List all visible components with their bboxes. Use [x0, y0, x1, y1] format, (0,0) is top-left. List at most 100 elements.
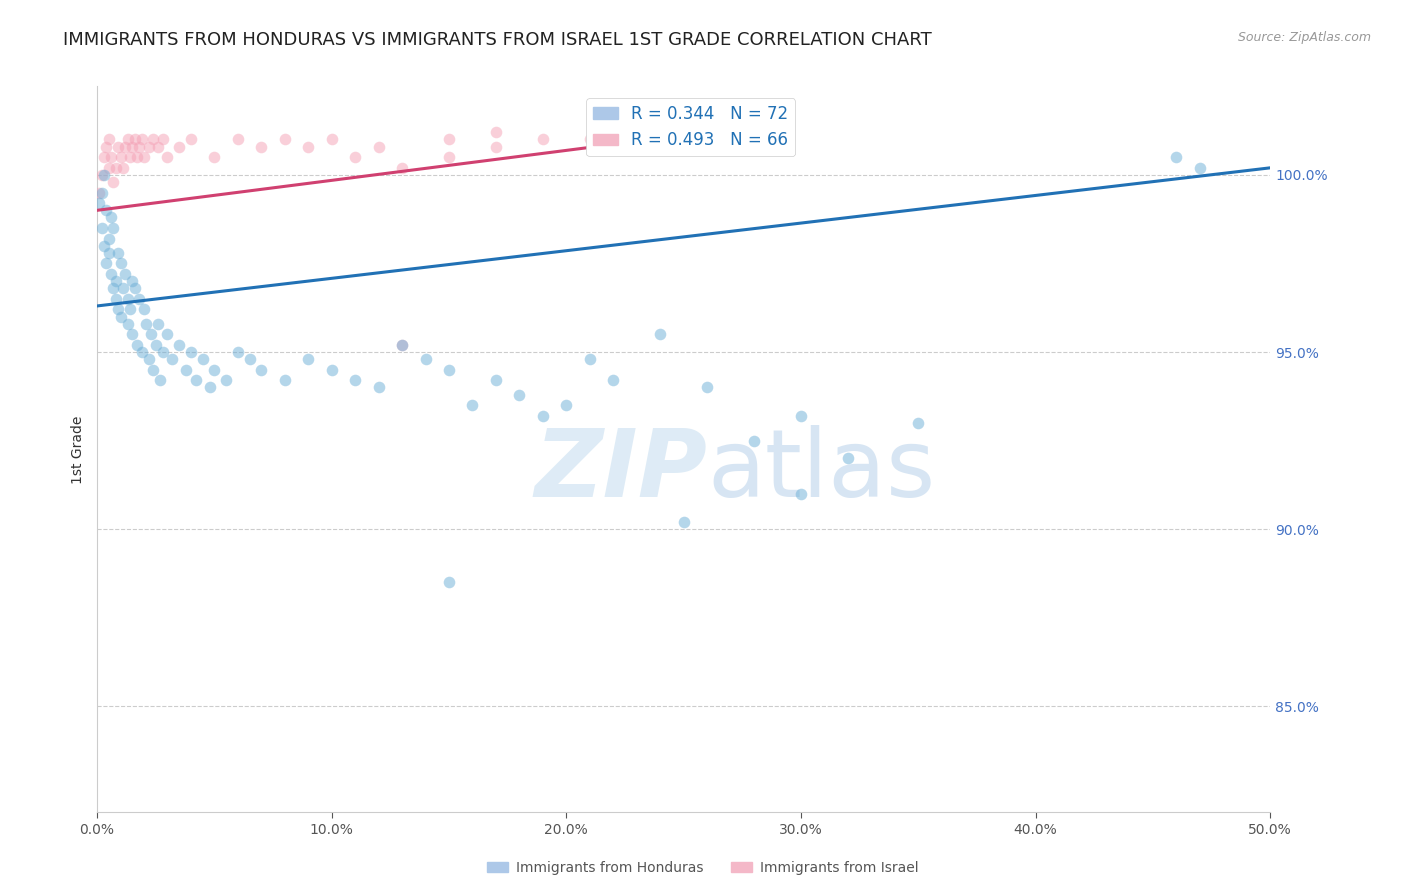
Point — [131, 132, 153, 146]
Point — [146, 317, 169, 331]
Point — [121, 274, 143, 288]
Point — [110, 310, 132, 324]
Point — [485, 373, 508, 387]
Point — [97, 245, 120, 260]
Point — [135, 317, 157, 331]
Point — [180, 345, 202, 359]
Point — [672, 132, 695, 146]
Point — [437, 132, 460, 146]
Point — [508, 387, 530, 401]
Point — [97, 161, 120, 175]
Point — [1166, 150, 1188, 164]
Point — [118, 302, 141, 317]
Point — [180, 132, 202, 146]
Point — [93, 238, 115, 252]
Point — [250, 362, 273, 376]
Point — [117, 292, 139, 306]
Point — [90, 221, 112, 235]
Point — [184, 373, 207, 387]
Point — [297, 352, 319, 367]
Point — [139, 327, 162, 342]
Point — [114, 267, 136, 281]
Point — [672, 515, 695, 529]
Point — [202, 150, 225, 164]
Point — [174, 362, 197, 376]
Point — [142, 132, 165, 146]
Point — [103, 281, 125, 295]
Point — [110, 150, 132, 164]
Point — [1188, 161, 1211, 175]
Point — [485, 125, 508, 139]
Point — [160, 352, 183, 367]
Point — [167, 139, 190, 153]
Point — [138, 139, 160, 153]
Point — [118, 150, 141, 164]
Point — [626, 125, 648, 139]
Point — [128, 139, 150, 153]
Point — [198, 380, 221, 394]
Point — [344, 373, 367, 387]
Point — [107, 245, 129, 260]
Point — [97, 232, 120, 246]
Text: atlas: atlas — [707, 425, 935, 517]
Point — [117, 132, 139, 146]
Point — [156, 327, 179, 342]
Point — [90, 168, 112, 182]
Point — [602, 373, 624, 387]
Point — [367, 380, 389, 394]
Point — [215, 373, 238, 387]
Point — [167, 338, 190, 352]
Point — [837, 451, 859, 466]
Point — [321, 362, 343, 376]
Y-axis label: 1st Grade: 1st Grade — [72, 415, 86, 483]
Point — [321, 132, 343, 146]
Point — [437, 362, 460, 376]
Point — [250, 139, 273, 153]
Text: Source: ZipAtlas.com: Source: ZipAtlas.com — [1237, 31, 1371, 45]
Point — [103, 221, 125, 235]
Text: IMMIGRANTS FROM HONDURAS VS IMMIGRANTS FROM ISRAEL 1ST GRADE CORRELATION CHART: IMMIGRANTS FROM HONDURAS VS IMMIGRANTS F… — [63, 31, 932, 49]
Point — [100, 267, 122, 281]
Point — [90, 186, 112, 200]
Point — [578, 132, 600, 146]
Point — [156, 150, 179, 164]
Point — [107, 139, 129, 153]
Point — [89, 186, 111, 200]
Point — [297, 139, 319, 153]
Point — [461, 398, 484, 412]
Point — [132, 150, 155, 164]
Point — [191, 352, 214, 367]
Point — [531, 409, 554, 423]
Point — [103, 175, 125, 189]
Legend: R = 0.344   N = 72, R = 0.493   N = 66: R = 0.344 N = 72, R = 0.493 N = 66 — [586, 98, 796, 156]
Point — [149, 373, 172, 387]
Point — [790, 486, 813, 500]
Point — [650, 327, 672, 342]
Point — [555, 398, 578, 412]
Point — [226, 132, 249, 146]
Point — [344, 150, 367, 164]
Point — [131, 345, 153, 359]
Point — [790, 409, 813, 423]
Point — [124, 281, 146, 295]
Point — [121, 327, 143, 342]
Point — [111, 281, 134, 295]
Point — [696, 380, 718, 394]
Point — [274, 132, 297, 146]
Point — [104, 292, 127, 306]
Point — [202, 362, 225, 376]
Point — [97, 132, 120, 146]
Point — [100, 211, 122, 225]
Point — [104, 274, 127, 288]
Point — [125, 150, 148, 164]
Text: ZIP: ZIP — [534, 425, 707, 517]
Legend: Immigrants from Honduras, Immigrants from Israel: Immigrants from Honduras, Immigrants fro… — [481, 855, 925, 880]
Point — [107, 302, 129, 317]
Point — [391, 161, 413, 175]
Point — [96, 139, 118, 153]
Point — [138, 352, 160, 367]
Point — [391, 338, 413, 352]
Point — [114, 139, 136, 153]
Point — [152, 345, 174, 359]
Point — [111, 161, 134, 175]
